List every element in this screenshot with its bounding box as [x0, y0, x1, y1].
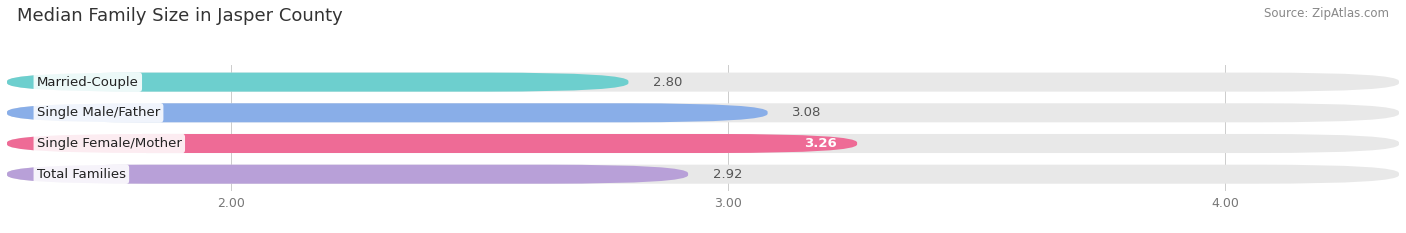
- Text: Single Female/Mother: Single Female/Mother: [37, 137, 181, 150]
- Text: 2.92: 2.92: [713, 168, 742, 181]
- Text: Single Male/Father: Single Male/Father: [37, 106, 160, 119]
- FancyBboxPatch shape: [7, 165, 1399, 184]
- Text: Median Family Size in Jasper County: Median Family Size in Jasper County: [17, 7, 343, 25]
- FancyBboxPatch shape: [7, 134, 1399, 153]
- FancyBboxPatch shape: [7, 134, 858, 153]
- Text: 2.80: 2.80: [654, 76, 683, 89]
- FancyBboxPatch shape: [7, 73, 1399, 92]
- FancyBboxPatch shape: [7, 165, 688, 184]
- Text: 3.08: 3.08: [793, 106, 823, 119]
- Text: Married-Couple: Married-Couple: [37, 76, 139, 89]
- FancyBboxPatch shape: [7, 73, 628, 92]
- Text: 3.26: 3.26: [804, 137, 837, 150]
- FancyBboxPatch shape: [7, 103, 768, 122]
- Text: Total Families: Total Families: [37, 168, 127, 181]
- FancyBboxPatch shape: [7, 103, 1399, 122]
- Text: Source: ZipAtlas.com: Source: ZipAtlas.com: [1264, 7, 1389, 20]
